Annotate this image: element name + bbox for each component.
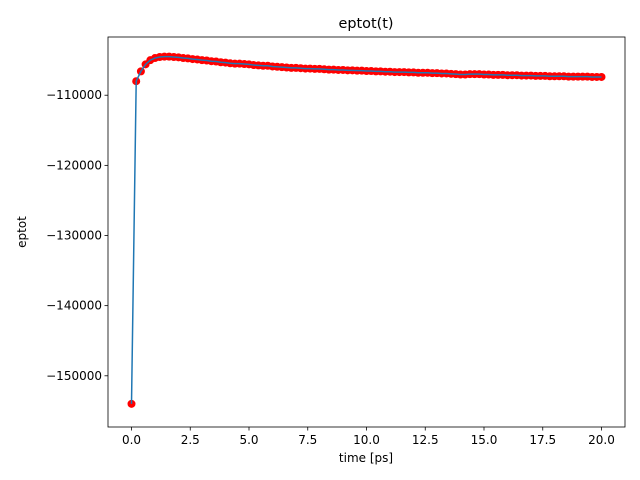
x-tick-label: 17.5 <box>529 433 556 447</box>
y-tick-label: −140000 <box>46 299 102 313</box>
y-tick-label: −120000 <box>46 158 102 172</box>
x-tick-label: 10.0 <box>353 433 380 447</box>
x-tick-label: 5.0 <box>239 433 258 447</box>
line <box>130 55 602 404</box>
y-axis-label: eptot <box>15 216 29 248</box>
y-tick-label: −150000 <box>46 369 102 383</box>
x-tick-label: 12.5 <box>412 433 439 447</box>
chart-title: eptot(t) <box>339 16 394 32</box>
axes-frame <box>107 36 626 428</box>
y-tick-label: −130000 <box>46 229 102 243</box>
x-tick-label: 7.5 <box>298 433 317 447</box>
x-axis-label: time [ps] <box>339 451 393 465</box>
x-tick-label: 15.0 <box>471 433 498 447</box>
x-tick-label: 2.5 <box>181 433 200 447</box>
y-tick-label: −110000 <box>46 88 102 102</box>
x-tick-label: 20.0 <box>588 433 615 447</box>
x-tick-label: 0.0 <box>122 433 141 447</box>
